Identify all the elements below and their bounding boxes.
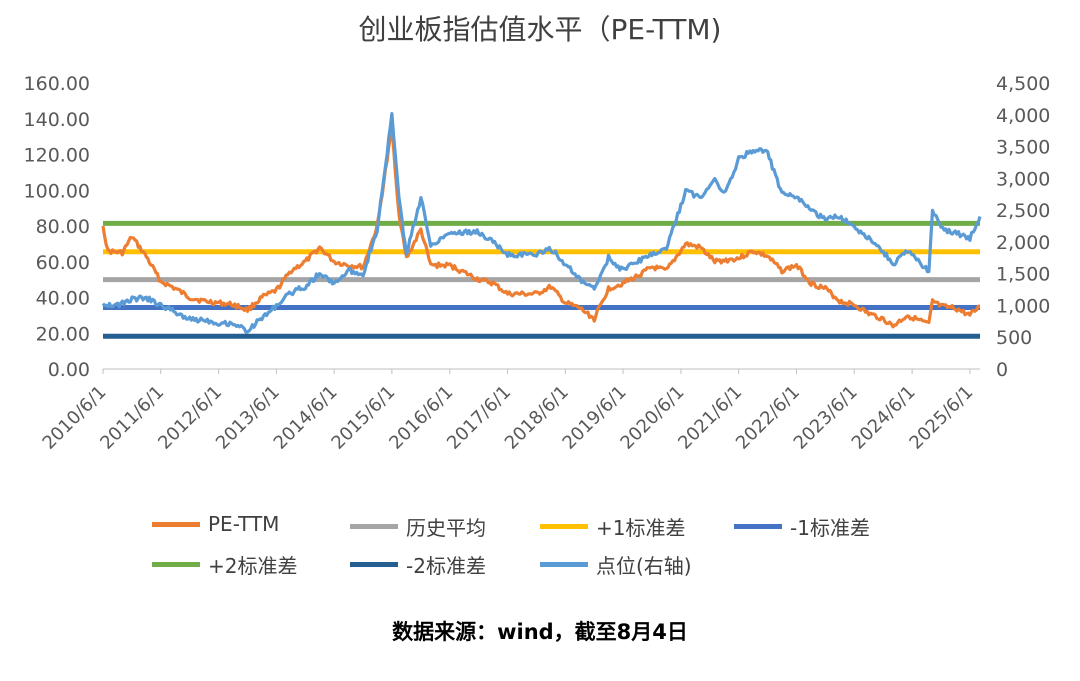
left-y-tick-label: 100.00: [24, 180, 90, 202]
left-y-tick-label: 20.00: [36, 323, 90, 345]
legend-item: 历史平均: [350, 512, 486, 541]
legend-swatch: [734, 524, 782, 529]
right-y-tick-label: 500: [996, 327, 1032, 349]
right-y-tick-label: 0: [996, 359, 1008, 381]
right-y-tick-label: 3,500: [996, 137, 1050, 159]
right-y-tick-label: 3,000: [996, 168, 1050, 190]
legend-swatch: [350, 524, 398, 529]
legend-swatch: [152, 521, 200, 527]
index-line: [101, 112, 982, 334]
legend-item: -2标准差: [350, 550, 486, 579]
legend-item: +1标准差: [540, 512, 685, 541]
left-y-tick-label: 0.00: [48, 359, 90, 381]
legend-item: PE-TTM: [152, 512, 279, 536]
right-y-tick-label: 4,500: [996, 73, 1050, 95]
left-y-tick-label: 140.00: [24, 109, 90, 131]
right-y-tick-label: 2,000: [996, 232, 1050, 254]
left-y-tick-label: 160.00: [24, 73, 90, 95]
right-y-tick-label: 1,000: [996, 295, 1050, 317]
left-y-tick-label: 60.00: [36, 252, 90, 274]
legend-swatch: [540, 562, 588, 567]
legend-label: PE-TTM: [208, 512, 280, 536]
legend-swatch: [540, 524, 588, 529]
legend-label: -1标准差: [790, 516, 870, 540]
legend-swatch: [350, 562, 398, 567]
x-tick-label: 2025/6/1: [905, 382, 977, 454]
legend-label: +2标准差: [208, 554, 298, 578]
right-y-tick-label: 2,500: [996, 200, 1050, 222]
legend-label: 历史平均: [406, 516, 486, 540]
pe-ttm-chart: 2010/6/12011/6/12012/6/12013/6/12014/6/1…: [24, 73, 1051, 454]
legend-item: +2标准差: [152, 550, 297, 579]
legend-item: 点位(右轴): [540, 550, 692, 579]
left-y-tick-label: 40.00: [36, 288, 90, 310]
left-y-tick-label: 80.00: [36, 216, 90, 238]
source-note: 数据来源：wind，截至8月4日: [392, 620, 688, 644]
pe-ttm-line: [101, 126, 981, 329]
left-y-tick-label: 120.00: [24, 145, 90, 167]
legend-label: 点位(右轴): [596, 554, 692, 578]
legend-item: -1标准差: [734, 512, 870, 541]
legend-label: +1标准差: [596, 516, 686, 540]
legend-label: -2标准差: [406, 554, 486, 578]
right-y-tick-label: 4,000: [996, 105, 1050, 127]
right-y-tick-label: 1,500: [996, 264, 1050, 286]
legend-swatch: [152, 562, 200, 567]
series-group: [101, 112, 982, 339]
chart-title: 创业板指估值水平（PE-TTM): [358, 13, 722, 46]
axes-group: [102, 368, 980, 374]
